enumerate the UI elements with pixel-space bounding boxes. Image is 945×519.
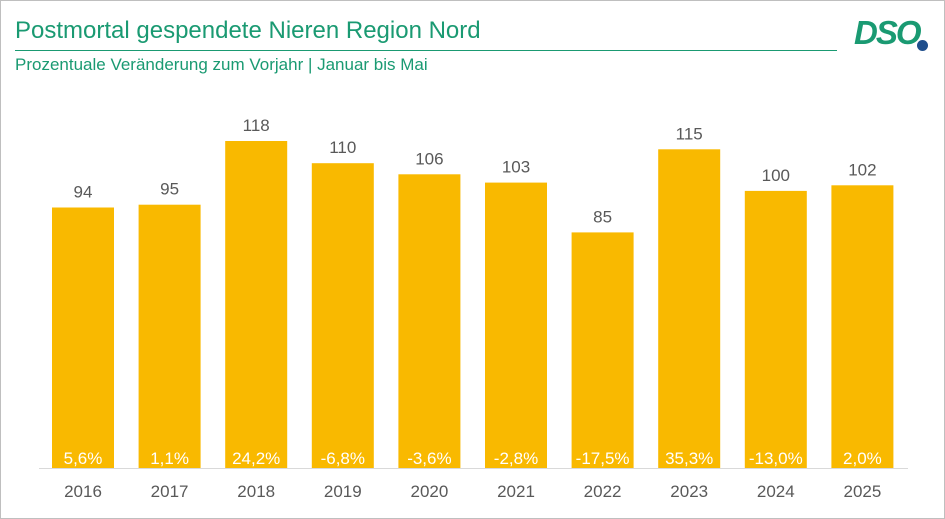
bar-2024 xyxy=(744,190,807,468)
x-tick-label-2017: 2017 xyxy=(151,482,189,501)
value-label-2020: 106 xyxy=(415,149,443,168)
bar-2018 xyxy=(225,141,288,468)
change-label-2017: 1,1% xyxy=(150,449,189,468)
title-divider xyxy=(15,50,837,51)
value-label-2023: 115 xyxy=(676,124,703,143)
x-tick-label-2025: 2025 xyxy=(843,482,881,501)
x-tick-label-2023: 2023 xyxy=(670,482,708,501)
bar-2021 xyxy=(485,182,547,468)
bar-2025 xyxy=(831,185,894,469)
logo-text: DSO xyxy=(854,14,922,51)
value-label-2018: 118 xyxy=(243,116,270,135)
bar-2019 xyxy=(311,163,374,468)
change-label-2022: -17,5% xyxy=(576,449,630,468)
dso-logo: DSO xyxy=(854,13,932,53)
value-label-2017: 95 xyxy=(160,180,179,199)
x-tick-label-2018: 2018 xyxy=(237,482,275,501)
change-label-2019: -6,8% xyxy=(321,449,365,468)
change-label-2025: 2,0% xyxy=(843,449,882,468)
change-label-2021: -2,8% xyxy=(494,449,538,468)
change-label-2016: 5,6% xyxy=(64,449,103,468)
x-tick-label-2020: 2020 xyxy=(410,482,448,501)
x-tick-label-2022: 2022 xyxy=(584,482,622,501)
x-tick-label-2019: 2019 xyxy=(324,482,362,501)
value-label-2016: 94 xyxy=(74,183,93,202)
value-label-2025: 102 xyxy=(848,160,876,179)
value-label-2022: 85 xyxy=(593,207,612,226)
value-label-2021: 103 xyxy=(502,158,530,177)
bar-2020 xyxy=(398,174,461,469)
chart-subtitle: Prozentuale Veränderung zum Vorjahr | Ja… xyxy=(15,55,428,74)
value-label-2019: 110 xyxy=(329,138,356,157)
x-tick-label-2024: 2024 xyxy=(757,482,795,501)
bar-2017 xyxy=(138,204,201,468)
x-tick-label-2021: 2021 xyxy=(497,482,535,501)
change-label-2023: 35,3% xyxy=(665,449,713,468)
value-label-2024: 100 xyxy=(762,166,790,185)
bar-2022 xyxy=(571,232,634,468)
bar-2016 xyxy=(52,207,114,468)
change-label-2018: 24,2% xyxy=(232,449,280,468)
x-tick-label-2016: 2016 xyxy=(64,482,102,501)
chart-title: Postmortal gespendete Nieren Region Nord xyxy=(15,17,481,44)
change-label-2020: -3,6% xyxy=(407,449,451,468)
change-label-2024: -13,0% xyxy=(749,449,803,468)
bar-2023 xyxy=(658,149,721,469)
logo-dot-icon xyxy=(917,40,928,51)
